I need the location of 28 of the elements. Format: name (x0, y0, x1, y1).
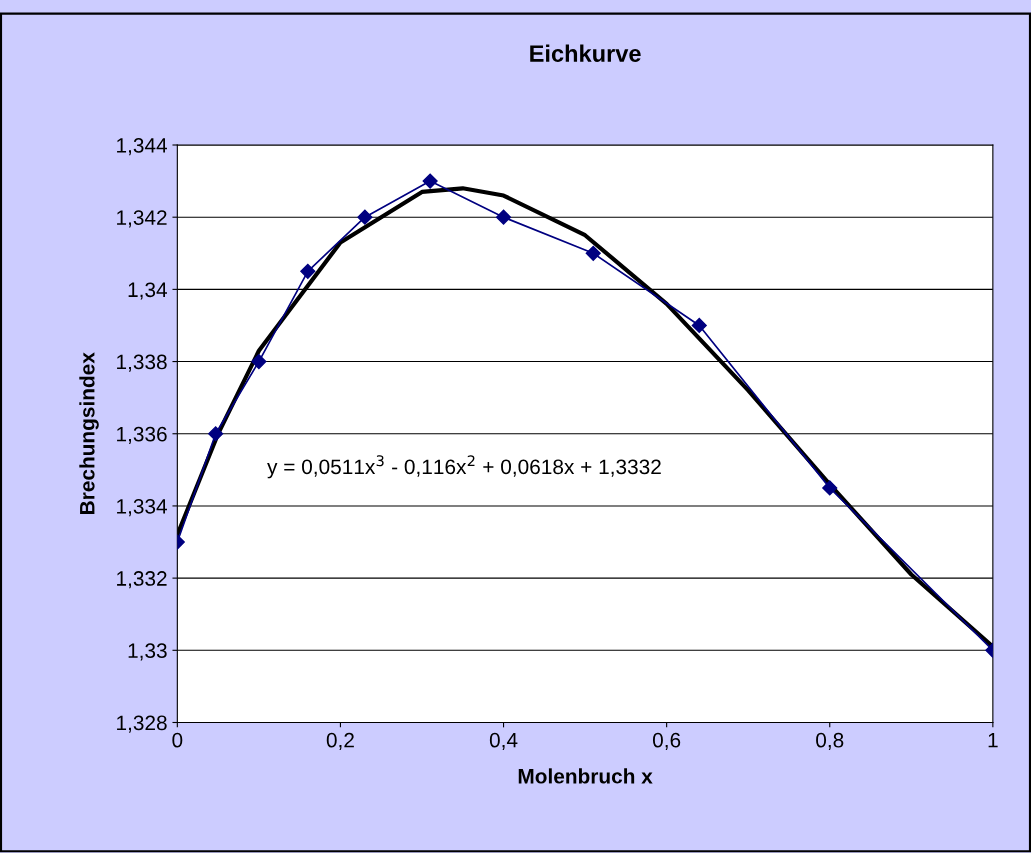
y-tick-label: 1,338 (117, 354, 167, 372)
point (585, 245, 601, 261)
chart-title: Eichkurve (530, 44, 641, 62)
x-tick-label: 0,4 (489, 732, 518, 750)
y-tick-label: 1,336 (117, 426, 167, 444)
y-tick-label: 1,344 (117, 138, 168, 156)
point (691, 317, 707, 334)
y-tick-label: 1,332 (117, 571, 167, 589)
point (495, 209, 512, 225)
y-tick-label: 1,34 (128, 282, 167, 300)
y-tick-label: 1,334 (117, 498, 168, 517)
point (422, 173, 438, 189)
point (357, 209, 373, 225)
y-tick-label: 1,33 (128, 643, 167, 661)
point (251, 353, 267, 370)
x-tick-label: 0,6 (652, 732, 681, 750)
point (208, 426, 224, 442)
x-tick-label: 0,2 (326, 732, 354, 750)
x-tick-label: 1 (988, 732, 998, 748)
point (822, 480, 838, 496)
y-tick-label: 1,328 (117, 715, 167, 733)
y-tick-label: 1,342 (117, 210, 167, 228)
point (300, 263, 316, 279)
x-tick-label: 0,8 (816, 732, 844, 750)
y-axis-title: Brechungsindex (79, 352, 99, 514)
annotation: y = 0,0511x$^{3}$ - 0,116x$^{2}$ + 0,0618x + 1,3332 (267, 455, 661, 479)
x-axis-title: Molenbruch x (518, 768, 653, 784)
x-tick-label: 0 (172, 732, 183, 748)
